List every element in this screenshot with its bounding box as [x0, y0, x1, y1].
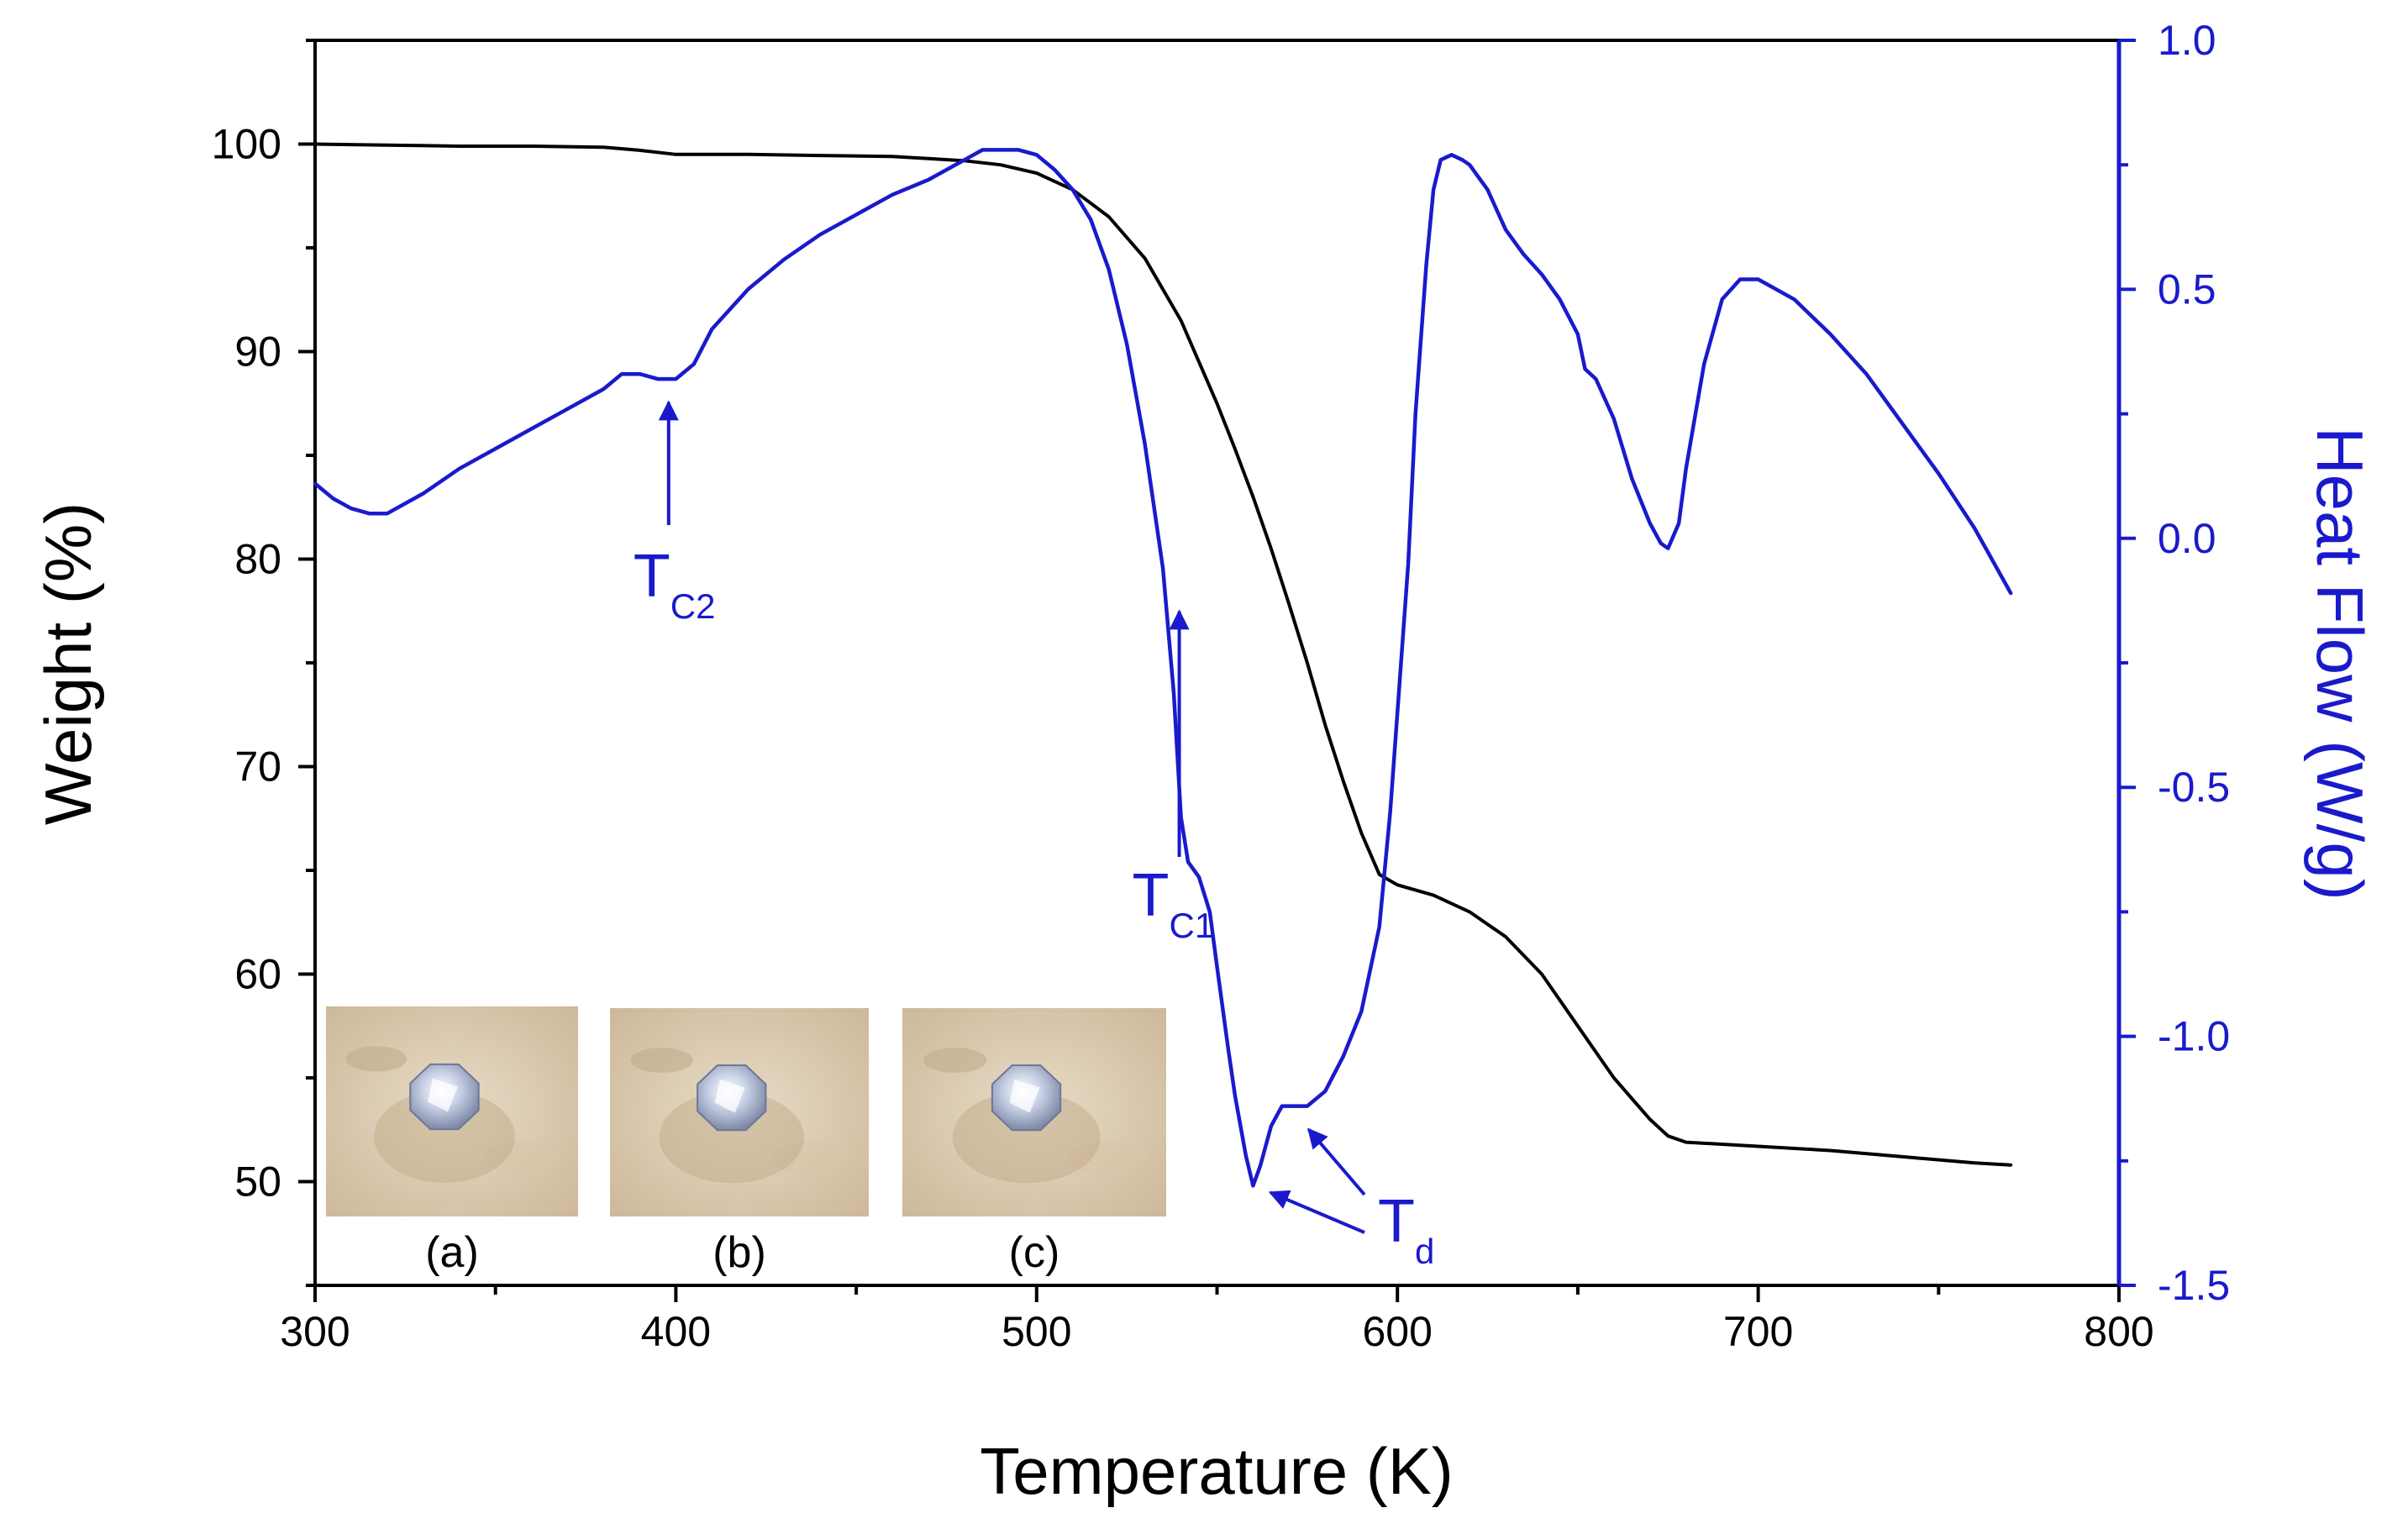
- diamond-facet: [428, 1078, 458, 1112]
- y-left-tick-label: 70: [234, 743, 281, 791]
- arrow-td-high: [1307, 1127, 1366, 1196]
- annotation-td: Td: [1378, 1188, 1434, 1271]
- series-line-heat-flow: [313, 148, 2013, 1188]
- x-tick-label: 700: [1723, 1308, 1793, 1355]
- inset-photo-b: (b): [610, 1008, 869, 1277]
- series-layer: [313, 142, 2013, 1188]
- inset-label: (a): [425, 1228, 479, 1277]
- ticks-layer: 300 400 500 600 700 800 50 60 70 80 90 100 1.0 0.5 0.0…: [212, 17, 2231, 1355]
- inset-photo-a: (a): [326, 1006, 578, 1277]
- y-right-tick-label: 1.0: [2158, 17, 2216, 64]
- inset-photo-texture: [952, 1091, 1101, 1184]
- plot-frame: [313, 39, 2121, 1287]
- inset-photo-texture: [346, 1046, 407, 1072]
- x-tick-label: 400: [641, 1308, 711, 1355]
- y-right-tick-label: -1.5: [2158, 1262, 2230, 1309]
- x-axis-title: Temperature (K): [980, 1434, 1454, 1508]
- inset-photo-texture: [923, 1048, 987, 1073]
- y-left-tick-label: 60: [234, 951, 281, 998]
- inset-label: (c): [1009, 1228, 1060, 1277]
- inset-photo-texture: [659, 1091, 804, 1184]
- diamond-facet: [714, 1079, 745, 1113]
- annotation-main: T: [1378, 1188, 1415, 1255]
- annotation-sub: C2: [670, 586, 716, 626]
- insets-layer: (a) (b) (c): [326, 1006, 1166, 1277]
- y-axis-title-right: Heat Flow (W/g): [2303, 427, 2377, 900]
- y-right-tick-label: -1.0: [2158, 1013, 2230, 1060]
- y-right-tick-label: -0.5: [2158, 764, 2230, 811]
- y-left-tick-label: 100: [212, 121, 281, 168]
- inset-label: (b): [712, 1228, 766, 1277]
- y-left-tick-label: 90: [234, 328, 281, 376]
- y-axis-title-left: Weight (%): [31, 502, 105, 825]
- series-line-weight: [313, 142, 2013, 1167]
- annotation-sub: d: [1415, 1232, 1434, 1271]
- annotation-main: T: [1133, 862, 1170, 929]
- inset-photo-texture: [374, 1090, 515, 1183]
- x-tick-label: 800: [2084, 1308, 2153, 1355]
- arrow-td-low: [1268, 1190, 1365, 1234]
- x-tick-label: 600: [1362, 1308, 1432, 1355]
- y-right-tick-label: 0.0: [2158, 515, 2216, 562]
- x-tick-label: 300: [280, 1308, 350, 1355]
- x-tick-label: 500: [1002, 1308, 1071, 1355]
- annotation-sub: C1: [1170, 906, 1215, 945]
- inset-photo-texture: [630, 1048, 693, 1073]
- y-left-tick-label: 50: [234, 1159, 281, 1206]
- y-left-tick-label: 80: [234, 536, 281, 583]
- inset-photo-c: (c): [902, 1008, 1166, 1277]
- annotation-tc2: TC2: [634, 543, 716, 626]
- annotation-main: T: [634, 543, 670, 610]
- diamond-facet: [1009, 1079, 1040, 1113]
- annotation-tc1: TC1: [1133, 862, 1215, 945]
- y-right-tick-label: 0.5: [2158, 265, 2216, 313]
